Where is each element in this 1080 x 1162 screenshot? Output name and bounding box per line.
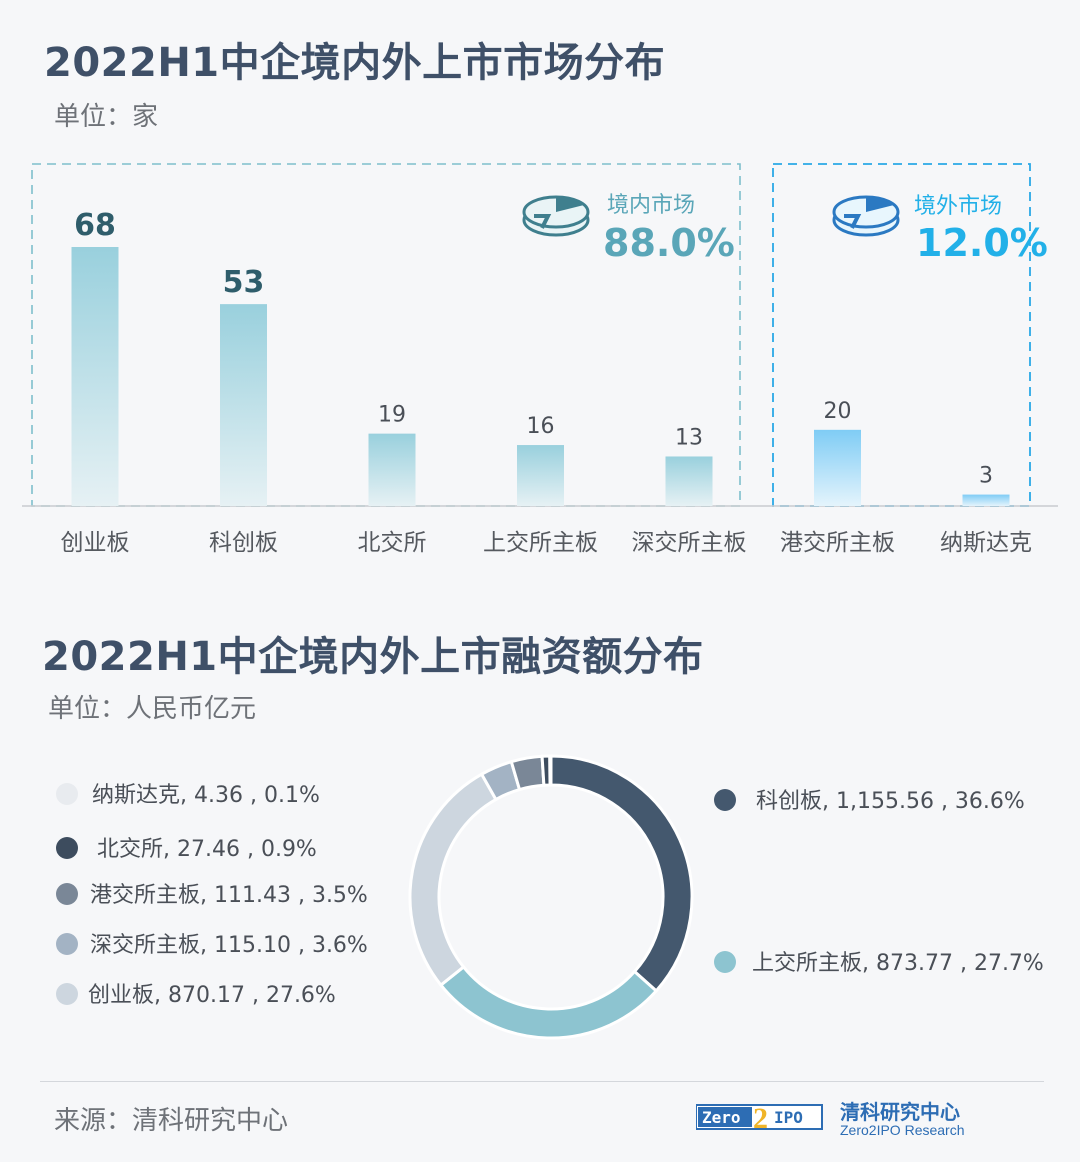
donut-slice-创业板 — [408, 772, 498, 988]
domestic-market-group: 境内市场 88.0% — [522, 193, 735, 265]
bar-创业板 — [71, 247, 119, 506]
x-tick-label: 纳斯达克 — [940, 530, 1032, 556]
legend-label: 港交所主板, 111.43 , 3.5% — [90, 883, 368, 908]
x-tick-label: 科创板 — [209, 530, 278, 556]
bar-上交所主板 — [517, 445, 564, 506]
footer-divider — [40, 1081, 1044, 1082]
logo-subtitle: Zero2IPO Research — [840, 1122, 965, 1138]
x-tick-label: 上交所主板 — [483, 530, 598, 556]
legend-label: 深交所主板, 115.10 , 3.6% — [90, 933, 368, 958]
domestic-market-share: 88.0% — [603, 221, 735, 265]
legend-dot — [714, 789, 736, 811]
source-note: 来源：清科研究中心 — [54, 1106, 289, 1136]
bar-chart-title: 2022H1中企境内外上市市场分布 — [44, 40, 666, 86]
overseas-market-group: 境外市场 12.0% — [832, 194, 1048, 265]
bar-value-label: 68 — [74, 208, 116, 243]
legend-dot — [56, 783, 78, 805]
bar-value-label: 13 — [675, 425, 703, 450]
legend-dot — [714, 951, 736, 973]
legend-label: 上交所主板, 873.77 , 27.7% — [752, 951, 1044, 976]
donut-slice-纳斯达克 — [548, 754, 553, 787]
bar-value-label: 16 — [527, 414, 555, 439]
legend-dot — [56, 933, 78, 955]
bar-港交所主板 — [814, 429, 861, 506]
donut-slice-上交所主板 — [438, 964, 659, 1040]
x-tick-label: 北交所 — [358, 530, 427, 556]
legend-label: 纳斯达克, 4.36 , 0.1% — [92, 783, 320, 808]
svg-text:Zero: Zero — [702, 1108, 741, 1127]
bar-深交所主板 — [665, 456, 713, 506]
zero2ipo-logo: Zero 2 IPO — [696, 1102, 823, 1132]
donut-chart-unit: 单位：人民币亿元 — [48, 694, 257, 724]
bar-value-label: 19 — [378, 403, 406, 428]
bar-北交所 — [368, 433, 416, 506]
bar-chart-unit: 单位：家 — [54, 102, 159, 132]
bar-纳斯达克 — [962, 494, 1010, 506]
x-tick-label: 深交所主板 — [632, 530, 747, 556]
overseas-market-label: 境外市场 — [914, 194, 1002, 219]
svg-text:IPO: IPO — [774, 1108, 803, 1127]
donut-slice-科创板 — [549, 754, 694, 993]
svg-text:2: 2 — [753, 1102, 768, 1132]
bars-group: 68 创业板 53 科创板 19 北交所 16 上交所主板 13 深交所主板 20 港交所主板 3 纳斯达… — [61, 208, 1033, 556]
donut-chart: 科创板, 1,155.56 , 36.6% 上交所主板, 873.77 , 27.… — [56, 754, 1044, 1040]
domestic-market-label: 境内市场 — [607, 193, 695, 218]
logo-name: 清科研究中心 — [840, 1100, 960, 1124]
overseas-market-share: 12.0% — [916, 221, 1048, 265]
legend-label: 科创板, 1,155.56 , 36.6% — [756, 789, 1025, 814]
legend-label: 北交所, 27.46 , 0.9% — [97, 837, 317, 862]
donut-chart-title: 2022H1中企境内外上市融资额分布 — [42, 634, 704, 680]
pie-chart-icon — [832, 195, 900, 237]
legend-dot — [56, 837, 78, 859]
bar-value-label: 20 — [824, 399, 852, 424]
legend-dot — [56, 983, 78, 1005]
bar-科创板 — [220, 304, 267, 506]
pie-chart-icon — [522, 195, 590, 237]
x-tick-label: 创业板 — [61, 530, 130, 556]
bar-chart: 境内市场 88.0% 境外市场 12.0% 68 创业板 53 科创板 19 北交所 16 上… — [22, 163, 1058, 556]
donut-legend-group: 科创板, 1,155.56 , 36.6% 上交所主板, 873.77 , 27.… — [56, 783, 1044, 1008]
x-tick-label: 港交所主板 — [780, 530, 895, 556]
donut-slices-group — [408, 754, 694, 1040]
legend-dot — [56, 883, 78, 905]
bar-value-label: 3 — [979, 464, 993, 489]
legend-label: 创业板, 870.17 , 27.6% — [88, 983, 336, 1008]
bar-value-label: 53 — [223, 265, 265, 300]
